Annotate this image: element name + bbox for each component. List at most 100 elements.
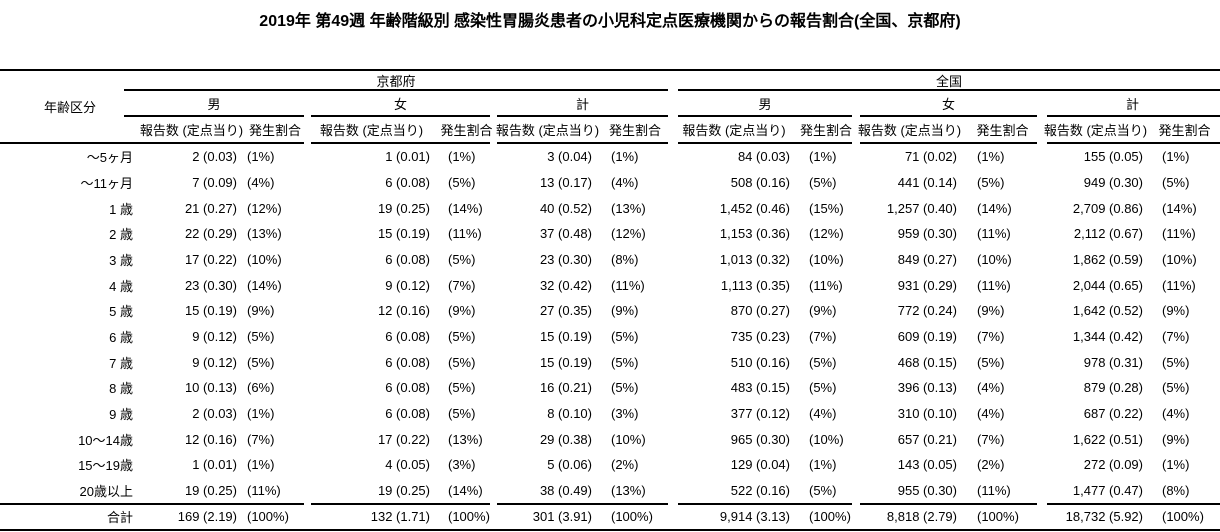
table-rule-gender [678, 115, 852, 117]
subheader-count: 報告数 (定点当り) [319, 123, 424, 138]
table-cell: 5 (0.06) [547, 457, 592, 473]
subheader-ratio: 発生割合 [440, 123, 493, 138]
table-cell: (11%) [611, 277, 645, 293]
table-cell: 301 (3.91) [532, 508, 592, 524]
table-cell: (9%) [1162, 431, 1190, 447]
table-cell: (5%) [977, 175, 1005, 190]
table-rule-header-bottom [860, 142, 1037, 144]
table-cell: 10 (0.13) [184, 380, 237, 396]
table-cell: 441 (0.14) [897, 175, 957, 190]
table-cell: 1,153 (0.36) [719, 226, 790, 242]
row-age-label: 15～19歳 [78, 458, 133, 474]
table-cell: 2 (0.03) [192, 406, 237, 422]
table-cell: (1%) [247, 457, 275, 473]
table-rule-header-bottom [0, 142, 304, 144]
table-cell: 169 (2.19) [177, 508, 237, 524]
table-cell: 978 (0.31) [1083, 354, 1143, 370]
table-cell: (7%) [448, 277, 476, 293]
table-cell: (5%) [809, 483, 837, 499]
table-cell: (4%) [247, 175, 275, 190]
table-cell: 1,477 (0.47) [1072, 483, 1143, 499]
table-cell: 38 (0.49) [539, 483, 592, 499]
table-cell: (9%) [448, 303, 476, 319]
subheader-spacer [0, 117, 140, 142]
row-age-label: 8 歳 [109, 381, 133, 397]
table-cell: (11%) [977, 226, 1011, 242]
table-cell: (9%) [809, 303, 837, 319]
row-age-label: 10～14歳 [78, 432, 133, 448]
table-cell: 310 (0.10) [897, 406, 957, 422]
table-cell: (5%) [448, 252, 476, 268]
table-cell: (9%) [1162, 303, 1190, 319]
row-age-label: ～5ヶ月 [86, 150, 133, 166]
table-cell: (5%) [1162, 175, 1190, 190]
table-cell: (5%) [1162, 380, 1190, 396]
table-cell: (6%) [247, 380, 275, 396]
table-rule-total-top [678, 503, 852, 505]
table-cell: 18,732 (5.92) [1065, 508, 1143, 524]
table-cell: (3%) [448, 457, 476, 473]
table-cell: 508 (0.16) [730, 175, 790, 190]
table-cell: 71 (0.02) [904, 149, 957, 165]
table-cell: (7%) [977, 329, 1005, 345]
table-cell: (5%) [247, 329, 275, 345]
table-cell: (4%) [977, 406, 1005, 422]
table-cell: (13%) [448, 431, 483, 447]
table-cell: 17 (0.22) [184, 252, 237, 268]
table-cell: 6 (0.08) [385, 354, 430, 370]
table-cell: 949 (0.30) [1083, 175, 1143, 190]
table-cell: 29 (0.38) [539, 431, 592, 447]
table-cell: 9 (0.12) [192, 329, 237, 345]
subheader-ratio: 発生割合 [608, 123, 661, 138]
table-cell: (100%) [247, 508, 289, 524]
table-rule-total-top [1047, 503, 1220, 505]
subheader-count: 報告数 (定点当り) [682, 123, 786, 138]
table-cell: 3 (0.04) [547, 149, 592, 165]
table-row: 7 歳 9 (0.12) (5%) 6 (0.08) (5%) 15 (0.19… [0, 349, 1220, 375]
table-cell: (5%) [448, 380, 476, 396]
table-row: 20歳以上 19 (0.25) (11%) 19 (0.25) (14%) 38… [0, 478, 1220, 504]
table-cell: 15 (0.19) [377, 226, 430, 242]
table-cell: (3%) [611, 406, 639, 422]
table-rule-header-bottom [1047, 142, 1220, 144]
table-cell: 6 (0.08) [385, 380, 430, 396]
table-cell: 272 (0.09) [1083, 457, 1143, 473]
table-row: 10～14歳 12 (0.16) (7%) 17 (0.22) (13%) 29… [0, 426, 1220, 452]
table-cell: (1%) [1162, 149, 1190, 165]
table-cell: 1 (0.01) [385, 149, 430, 165]
table-row: 6 歳 9 (0.12) (5%) 6 (0.08) (5%) 15 (0.19… [0, 324, 1220, 350]
table-cell: 155 (0.05) [1083, 149, 1143, 165]
table-cell: (10%) [611, 431, 646, 447]
table-row: 3 歳 17 (0.22) (10%) 6 (0.08) (5%) 23 (0.… [0, 247, 1220, 273]
table-cell: (100%) [448, 508, 490, 524]
table-cell: (11%) [977, 483, 1011, 499]
table-cell: (5%) [809, 380, 837, 396]
table-cell: (11%) [247, 483, 281, 499]
table-row: 2 歳 22 (0.29) (13%) 15 (0.19) (11%) 37 (… [0, 221, 1220, 247]
subheader-ratio: 発生割合 [1158, 123, 1211, 138]
table-rule-region-zenkoku [678, 89, 1220, 91]
table-cell: (5%) [448, 354, 476, 370]
row-age-label: 1 歳 [109, 201, 133, 217]
table-cell: (100%) [611, 508, 653, 524]
table-cell: (10%) [977, 252, 1012, 268]
table-cell: (5%) [1162, 354, 1190, 370]
table-cell: 19 (0.25) [184, 483, 237, 499]
table-cell: (9%) [247, 303, 275, 319]
table-cell: 955 (0.30) [897, 483, 957, 499]
table-cell: (5%) [448, 175, 476, 190]
table-cell: 609 (0.19) [897, 329, 957, 345]
table-cell: 772 (0.24) [897, 303, 957, 319]
gender-header-zenkoku-male: 男 [758, 96, 772, 112]
row-age-label: 7 歳 [109, 355, 133, 371]
table-cell: (1%) [448, 149, 476, 165]
table-rule-header-bottom [311, 142, 490, 144]
table-cell: 17 (0.22) [377, 431, 430, 447]
table-cell: 468 (0.15) [897, 354, 957, 370]
table-cell: (100%) [1162, 508, 1204, 524]
table-cell: 1,622 (0.51) [1072, 431, 1143, 447]
table-cell: 6 (0.08) [385, 252, 430, 268]
table-cell: 22 (0.29) [184, 226, 237, 242]
table-rule-gender [1047, 115, 1220, 117]
table-cell: 959 (0.30) [897, 226, 957, 242]
